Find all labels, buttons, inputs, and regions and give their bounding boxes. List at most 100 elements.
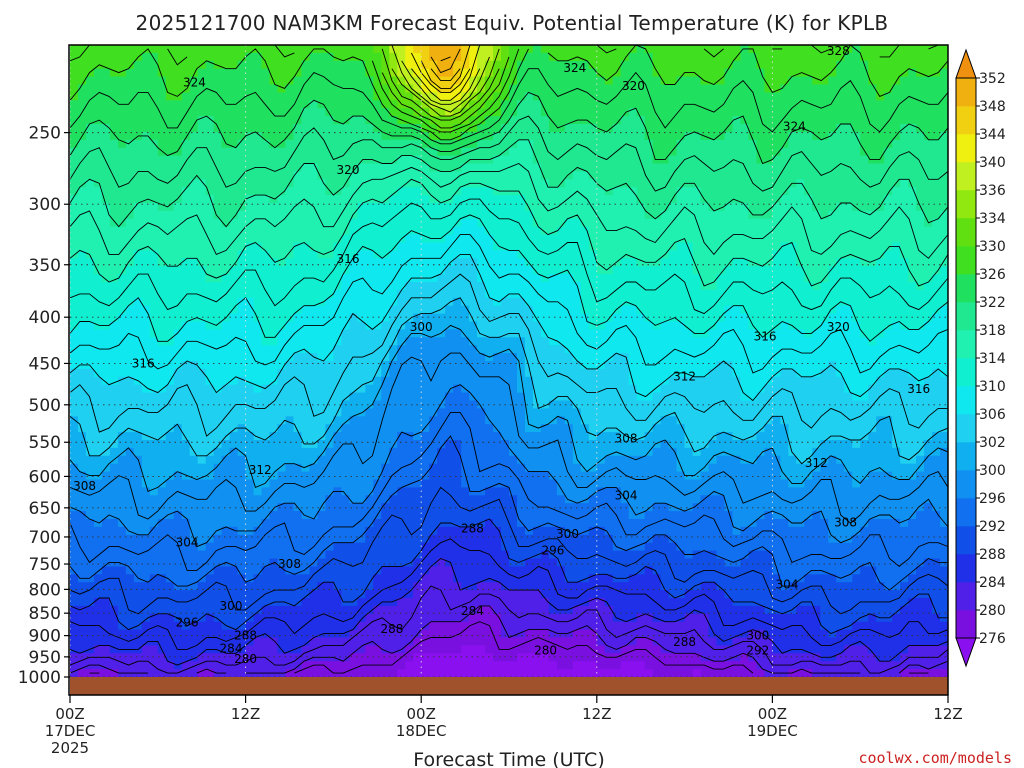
field-cell xyxy=(509,447,518,457)
field-cell xyxy=(205,384,215,394)
field-cell xyxy=(149,558,159,567)
field-cell xyxy=(70,179,79,188)
field-cell xyxy=(357,258,366,267)
field-cell xyxy=(149,653,159,662)
field-cell xyxy=(229,637,239,646)
field-cell xyxy=(149,519,159,528)
field-cell xyxy=(445,400,454,409)
field-cell xyxy=(157,155,167,165)
field-cell xyxy=(461,574,470,583)
field-cell xyxy=(524,574,534,583)
field-cell xyxy=(333,274,342,283)
field-cell xyxy=(333,582,342,591)
field-cell xyxy=(532,163,542,172)
field-cell xyxy=(269,376,279,386)
field-cell xyxy=(381,226,390,236)
field-cell xyxy=(333,400,342,409)
field-cell xyxy=(85,408,95,417)
field-cell xyxy=(93,226,103,236)
field-cell xyxy=(149,218,159,228)
field-cell xyxy=(365,45,374,54)
field-cell xyxy=(381,361,390,370)
field-cell xyxy=(421,534,430,544)
field-cell xyxy=(213,598,223,607)
field-cell xyxy=(157,266,167,275)
field-cell xyxy=(197,282,207,291)
field-cell xyxy=(253,210,263,220)
field-cell xyxy=(381,471,390,481)
field-cell xyxy=(413,179,422,188)
field-cell xyxy=(548,487,558,496)
field-cell xyxy=(213,147,223,157)
field-cell xyxy=(237,416,247,425)
field-cell xyxy=(101,447,111,457)
field-cell xyxy=(70,590,79,599)
field-cell xyxy=(540,266,550,275)
field-cell xyxy=(109,203,119,212)
field-cell xyxy=(197,234,207,244)
field-cell xyxy=(421,629,430,639)
field-cell xyxy=(70,392,79,402)
field-cell xyxy=(429,613,438,623)
field-cell xyxy=(349,313,358,323)
field-cell xyxy=(540,282,550,291)
field-cell xyxy=(277,226,287,236)
field-cell xyxy=(117,605,127,615)
field-cell xyxy=(389,613,398,623)
field-cell xyxy=(205,526,215,536)
field-cell xyxy=(117,60,127,70)
field-cell xyxy=(285,400,295,409)
field-cell xyxy=(373,131,382,141)
field-cell xyxy=(333,131,342,141)
field-cell xyxy=(101,408,111,417)
field-cell xyxy=(421,187,430,196)
field-cell xyxy=(109,353,119,362)
field-cell xyxy=(173,321,183,330)
field-cell xyxy=(125,274,135,283)
field-cell xyxy=(253,376,263,386)
field-cell xyxy=(389,440,398,449)
field-cell xyxy=(301,408,311,417)
field-cell xyxy=(397,187,406,196)
field-cell xyxy=(373,416,382,425)
field-cell xyxy=(493,195,502,204)
field-cell xyxy=(469,542,478,552)
field-cell xyxy=(237,329,247,338)
field-cell xyxy=(229,471,239,481)
field-cell xyxy=(373,376,382,386)
field-cell xyxy=(133,108,143,117)
field-cell xyxy=(253,471,263,481)
field-cell xyxy=(189,424,199,433)
field-cell xyxy=(109,266,119,275)
field-cell xyxy=(437,218,446,228)
field-cell xyxy=(277,542,287,552)
field-cell xyxy=(109,60,119,70)
field-cell xyxy=(325,179,334,188)
field-cell xyxy=(173,100,183,109)
field-cell xyxy=(453,155,462,165)
field-cell xyxy=(493,52,502,62)
field-cell xyxy=(485,455,494,465)
field-cell xyxy=(70,400,79,409)
field-cell xyxy=(293,60,303,70)
field-cell xyxy=(453,637,462,646)
field-cell xyxy=(548,519,558,528)
field-cell xyxy=(93,337,103,346)
field-cell xyxy=(221,60,231,70)
field-cell xyxy=(349,487,358,496)
field-cell xyxy=(349,68,358,78)
field-cell xyxy=(413,424,422,433)
field-cell xyxy=(564,203,574,212)
field-cell xyxy=(189,116,199,125)
field-cell xyxy=(453,503,462,512)
field-cell xyxy=(173,605,183,615)
field-cell xyxy=(101,171,111,180)
field-cell xyxy=(413,574,422,583)
field-cell xyxy=(245,68,255,78)
field-cell xyxy=(469,661,478,670)
field-cell xyxy=(221,171,231,180)
field-cell xyxy=(540,368,550,378)
field-cell xyxy=(373,582,382,591)
field-cell xyxy=(477,139,486,149)
field-cell xyxy=(205,416,215,425)
